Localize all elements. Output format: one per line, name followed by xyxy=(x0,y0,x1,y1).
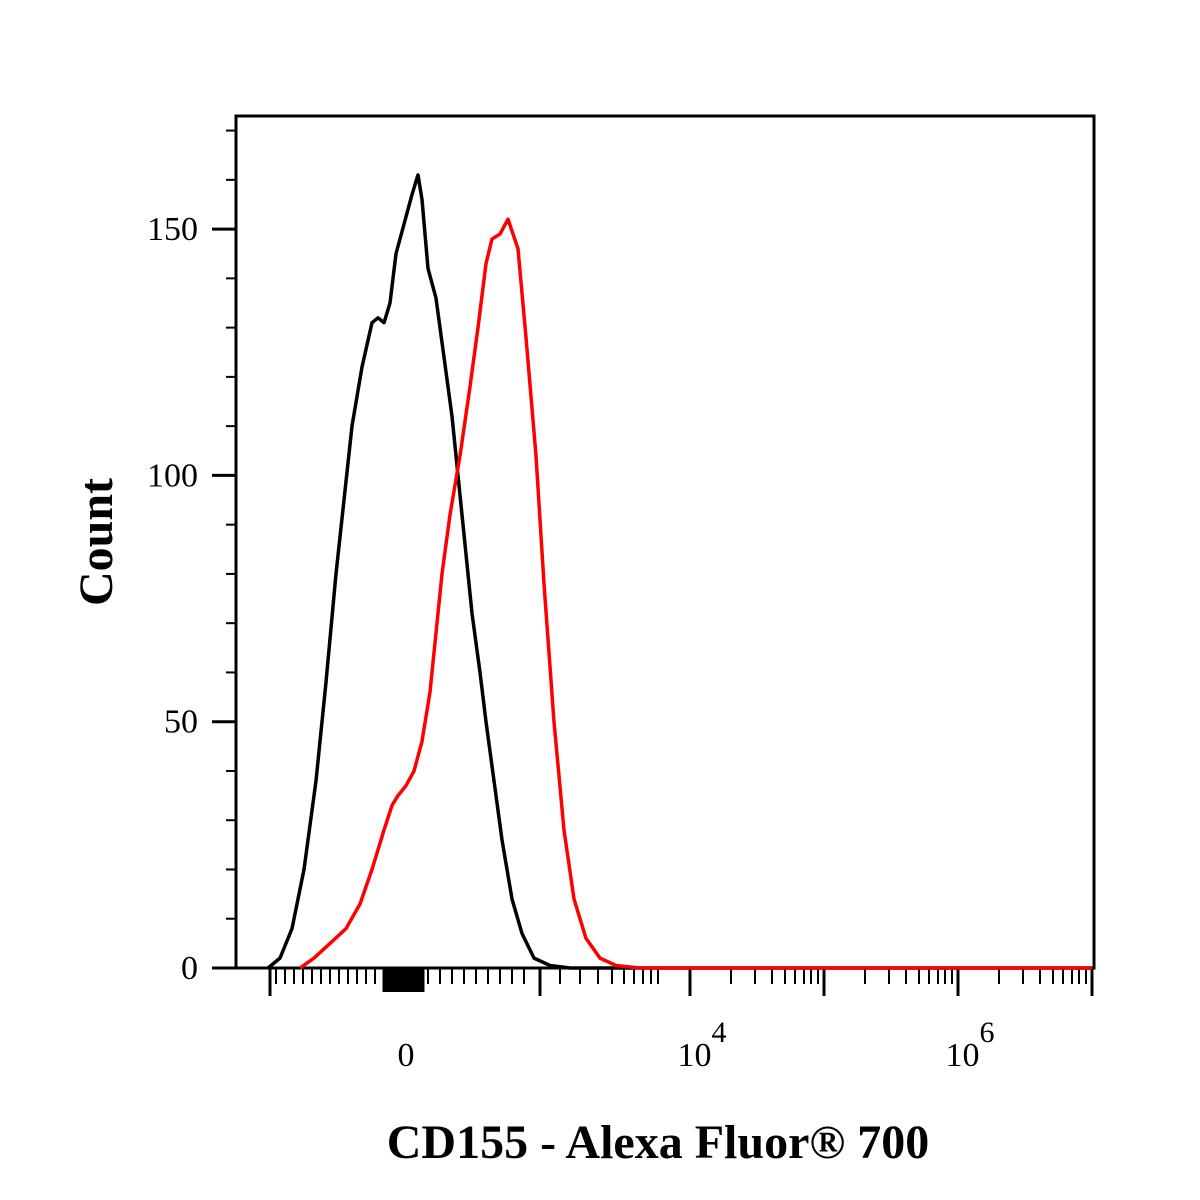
plot-frame xyxy=(234,114,1096,970)
control-histogram-line xyxy=(266,173,1092,970)
y-tick-label: 0 xyxy=(181,950,198,987)
cd155-histogram-line xyxy=(298,217,1092,970)
series-layer xyxy=(266,173,1092,970)
x-tick-label: 106 xyxy=(946,1016,995,1074)
y-tick-label: 50 xyxy=(164,704,198,741)
y-axis-title: Count xyxy=(70,478,123,606)
y-tick-label: 150 xyxy=(147,211,198,248)
x-axis xyxy=(268,968,1094,996)
y-axis: 0 50 100 150 xyxy=(147,129,236,987)
x-tick-label: 104 xyxy=(678,1016,727,1074)
x-tick-label: 0 xyxy=(398,1037,415,1074)
y-tick-label: 100 xyxy=(147,457,198,494)
x-tick-labels: 0 104 106 xyxy=(398,1016,995,1074)
x-axis-title: CD155 - Alexa Fluor® 700 xyxy=(387,1116,929,1169)
